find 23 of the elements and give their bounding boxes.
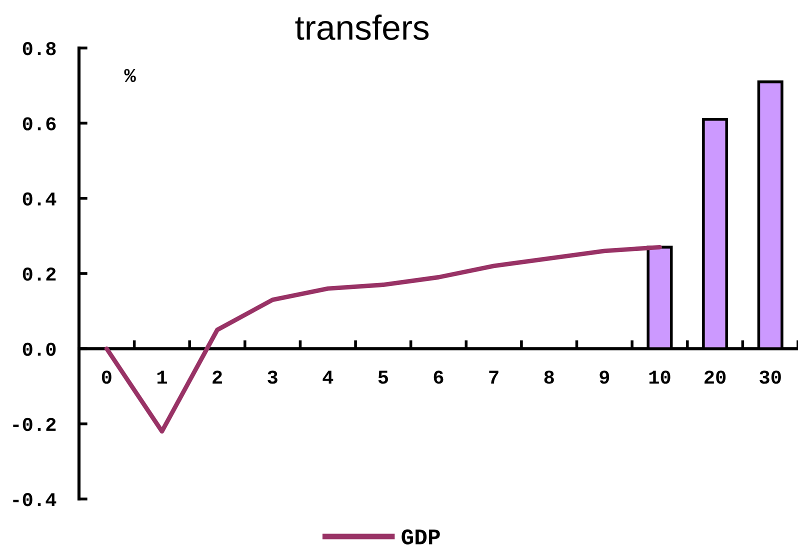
x-tick-label: 4 xyxy=(322,370,334,384)
y-tick-label: -0.2 xyxy=(13,418,56,432)
y-tick-label: 0.8 xyxy=(22,42,56,56)
y-tick-label: 0.0 xyxy=(22,342,56,356)
y-tick-label: 0.2 xyxy=(22,268,56,281)
y-tick-label: 0.6 xyxy=(22,117,56,130)
x-tick-label: 10 xyxy=(649,370,670,384)
x-tick-label: 30 xyxy=(760,370,781,384)
x-tick-label: 20 xyxy=(704,370,726,384)
chart-title: transfers xyxy=(295,14,429,40)
y-tick-label: 0.4 xyxy=(22,192,56,206)
x-tick-label: 7 xyxy=(489,370,498,384)
x-tick-label: 2 xyxy=(212,370,222,384)
x-tick-label: 3 xyxy=(268,370,278,384)
y-tick-label: -0.4 xyxy=(13,493,56,506)
x-tick-label: 0 xyxy=(102,370,112,384)
x-tick-label: 5 xyxy=(378,370,388,384)
x-tick-label: 6 xyxy=(434,370,444,384)
legend-label: GDP xyxy=(402,529,440,544)
x-tick-label: 9 xyxy=(600,370,610,384)
x-tick-label: 1 xyxy=(157,370,167,384)
x-tick-label: 8 xyxy=(544,370,554,384)
y-axis-title: % xyxy=(124,68,136,82)
